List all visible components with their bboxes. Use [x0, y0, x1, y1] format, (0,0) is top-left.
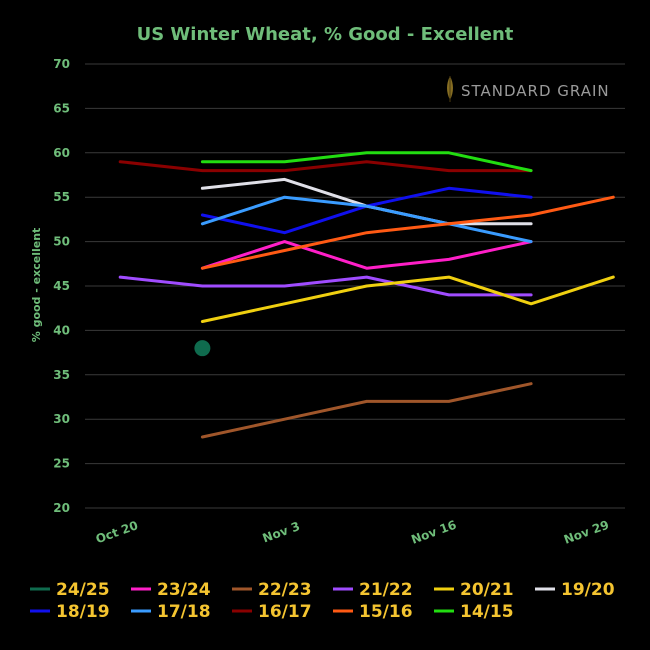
y-tick-label: 45	[53, 279, 70, 293]
legend-label-22-23: 22/23	[258, 580, 312, 600]
y-tick-label: 70	[53, 57, 70, 71]
x-axis-ticks: Oct 20 Nov 3 Nov 16 Nov 29	[94, 518, 611, 547]
legend-label-24-25: 24/25	[56, 580, 110, 600]
y-tick-label: 50	[53, 235, 70, 249]
series-24-25-point	[194, 340, 211, 357]
chart-title: US Winter Wheat, % Good - Excellent	[137, 24, 514, 45]
legend-label-18-19: 18/19	[56, 602, 110, 622]
y-tick-label: 65	[53, 101, 70, 115]
legend-label-23-24: 23/24	[157, 580, 211, 600]
series-22-23-line	[200, 382, 533, 439]
y-tick-label: 20	[53, 501, 70, 515]
legend-label-21-22: 21/22	[359, 580, 413, 600]
x-tick-label: Oct 20	[94, 518, 140, 546]
watermark-text: STANDARD GRAIN	[461, 82, 610, 100]
legend-label-15-16: 15/16	[359, 602, 413, 622]
series-19-20-line	[200, 177, 533, 226]
y-tick-label: 55	[53, 190, 70, 204]
series-15-16-line	[200, 195, 615, 270]
series-18-19-line	[200, 186, 533, 235]
legend: 24/25 23/24 22/23 21/22 20/21 19/20 18/19 17/18…	[30, 580, 615, 622]
series-17-18-line	[200, 195, 533, 244]
x-tick-label: Nov 16	[409, 518, 458, 547]
watermark: STANDARD GRAIN	[447, 76, 610, 102]
gridlines	[85, 63, 625, 509]
series-20-21-line	[200, 275, 615, 323]
x-tick-label: Nov 3	[261, 519, 302, 545]
series-23-24-line	[200, 240, 533, 270]
legend-label-19-20: 19/20	[561, 580, 615, 600]
series-lines	[118, 151, 615, 439]
legend-label-16-17: 16/17	[258, 602, 312, 622]
y-axis-label: % good - excellent	[30, 228, 43, 343]
series-16-17-line	[118, 160, 533, 173]
y-tick-label: 40	[53, 323, 70, 337]
series-14-15-line	[200, 151, 533, 173]
legend-label-17-18: 17/18	[157, 602, 211, 622]
legend-label-20-21: 20/21	[460, 580, 514, 600]
wheat-logo-icon	[447, 76, 453, 102]
series-21-22-line	[118, 275, 533, 297]
legend-label-14-15: 14/15	[460, 602, 514, 622]
y-tick-label: 25	[53, 457, 70, 471]
y-axis-ticks: 20 25 30 35 40 45 50 55 60 65 70	[53, 57, 70, 515]
x-tick-label: Nov 29	[562, 518, 611, 547]
y-tick-label: 35	[53, 368, 70, 382]
y-tick-label: 60	[53, 146, 70, 160]
y-tick-label: 30	[53, 412, 70, 426]
